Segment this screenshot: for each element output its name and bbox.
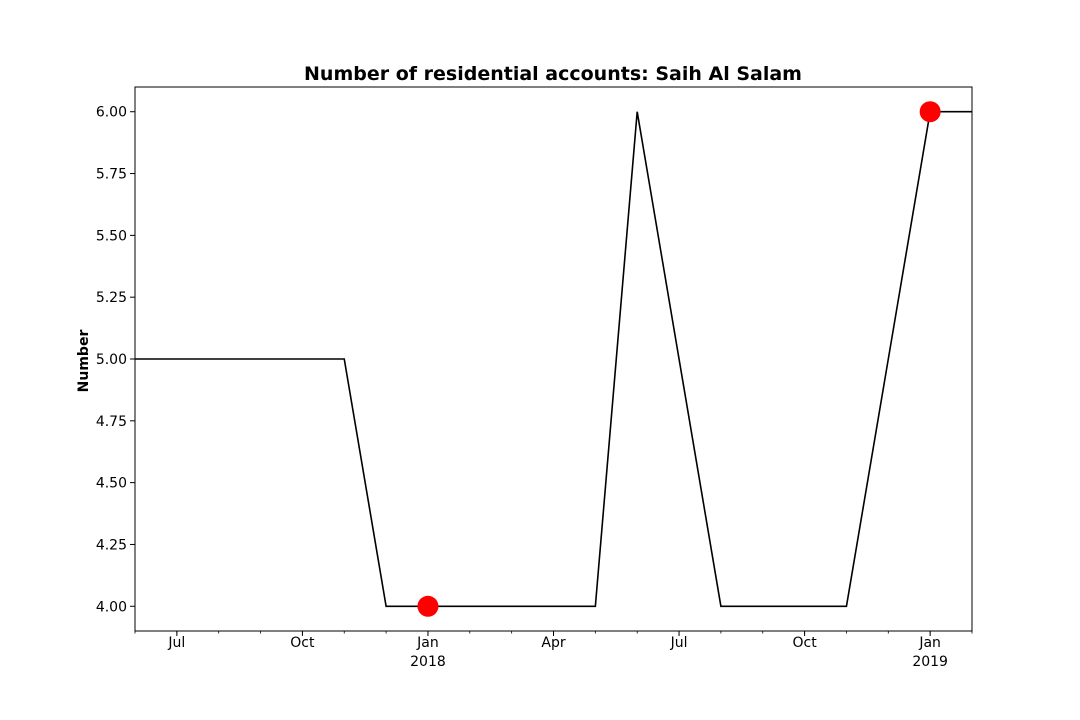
plot-frame [134, 86, 973, 632]
series-line [135, 110, 972, 608]
x-tick-label: Oct [290, 635, 315, 651]
y-tick-label: 4.00 [96, 599, 127, 615]
y-tick-label: 4.75 [96, 414, 127, 430]
x-tick-year-label: 2019 [912, 654, 948, 670]
y-tick-label: 5.00 [96, 352, 127, 368]
y-tick-label: 4.50 [96, 476, 127, 492]
x-axis: Jul Oct Jan 2018 Apr Jul Oct Jan 2019 [167, 631, 948, 670]
chart-title: Number of residential accounts: Saih Al … [304, 63, 802, 85]
y-tick-label: 6.00 [96, 105, 127, 121]
x-tick-year-label: 2018 [410, 654, 446, 670]
series-group [135, 110, 972, 608]
x-tick-label: Apr [541, 635, 565, 651]
y-tick-label: 5.25 [96, 290, 127, 306]
x-tick-label: Jan [416, 635, 439, 651]
y-axis: 4.00 4.25 4.50 4.75 5.00 5.25 5.50 5.75 6.00 [96, 105, 135, 615]
y-tick-label: 5.75 [96, 167, 127, 183]
x-tick-label: Jul [670, 635, 688, 651]
markers-group [417, 101, 941, 617]
x-tick-label: Oct [792, 635, 817, 651]
y-tick-label: 4.25 [96, 537, 127, 553]
y-axis-label: Number [76, 330, 92, 393]
highlight-point [417, 595, 439, 617]
x-tick-label: Jan [918, 635, 941, 651]
y-tick-label: 5.50 [96, 228, 127, 244]
x-tick-label: Jul [167, 635, 185, 651]
highlight-point [919, 101, 941, 123]
